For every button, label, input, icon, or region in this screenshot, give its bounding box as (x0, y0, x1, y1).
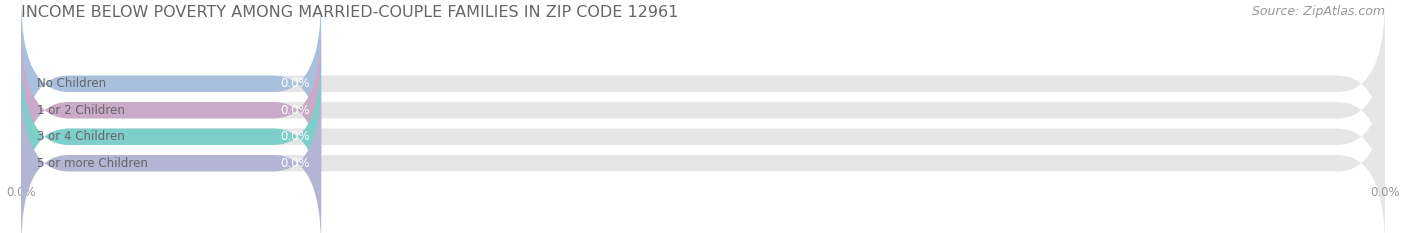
FancyBboxPatch shape (21, 79, 1385, 233)
Text: 1 or 2 Children: 1 or 2 Children (38, 104, 125, 117)
FancyBboxPatch shape (21, 0, 321, 168)
FancyBboxPatch shape (21, 52, 1385, 221)
FancyBboxPatch shape (21, 26, 321, 195)
Text: 0.0%: 0.0% (281, 157, 311, 170)
FancyBboxPatch shape (21, 79, 321, 233)
Text: INCOME BELOW POVERTY AMONG MARRIED-COUPLE FAMILIES IN ZIP CODE 12961: INCOME BELOW POVERTY AMONG MARRIED-COUPL… (21, 5, 679, 20)
Text: 0.0%: 0.0% (281, 77, 311, 90)
FancyBboxPatch shape (21, 26, 1385, 195)
Text: 3 or 4 Children: 3 or 4 Children (38, 130, 125, 143)
Text: 0.0%: 0.0% (281, 104, 311, 117)
Text: Source: ZipAtlas.com: Source: ZipAtlas.com (1251, 5, 1385, 18)
Text: No Children: No Children (38, 77, 107, 90)
FancyBboxPatch shape (21, 52, 321, 221)
Text: 0.0%: 0.0% (281, 130, 311, 143)
FancyBboxPatch shape (21, 0, 1385, 168)
Text: 5 or more Children: 5 or more Children (38, 157, 148, 170)
